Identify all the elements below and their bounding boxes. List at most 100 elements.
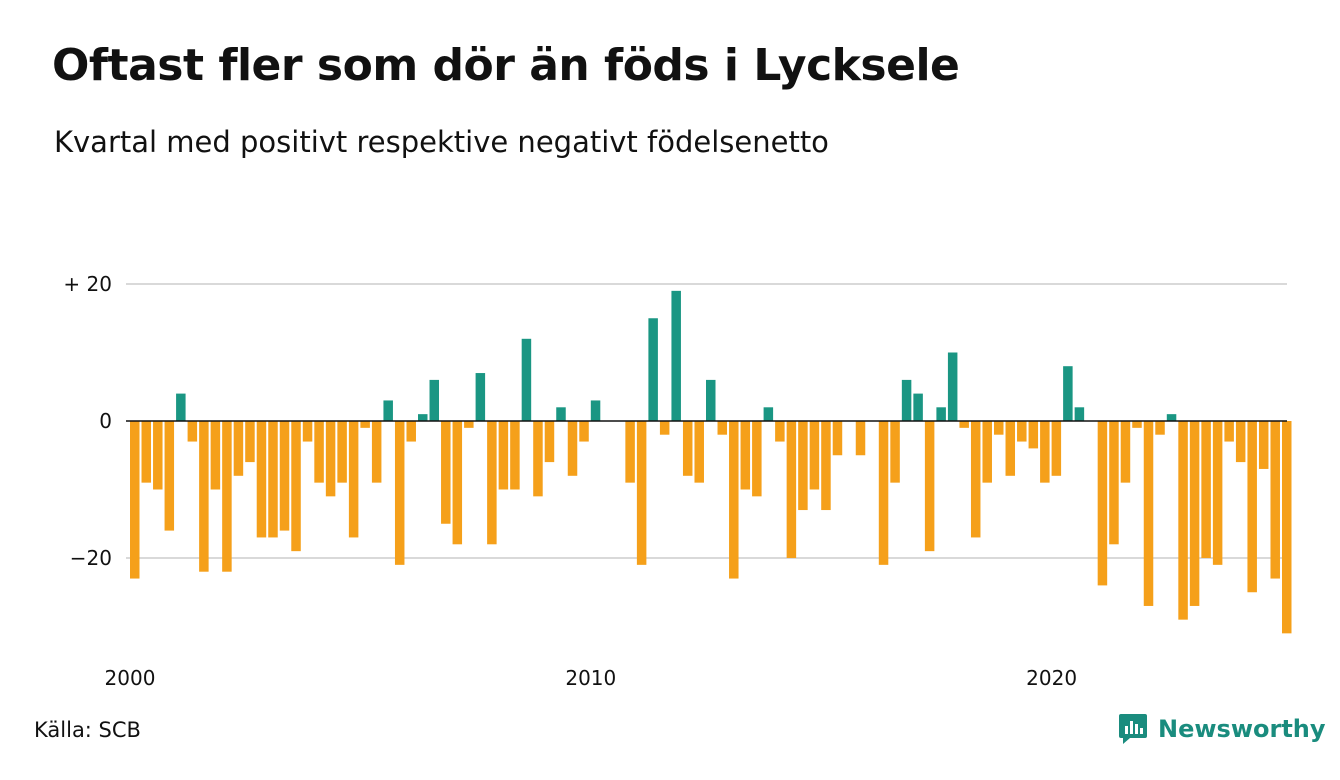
x-tick-label: 2020: [1026, 666, 1077, 690]
bar-negative: [740, 421, 751, 490]
bar-negative: [337, 421, 347, 483]
bar-negative: [1028, 421, 1039, 449]
bar-negative: [636, 421, 647, 565]
bar-negative: [832, 421, 843, 456]
bar-negative: [775, 421, 785, 442]
bar-negative: [890, 421, 900, 483]
bar-negative: [567, 421, 578, 476]
brand-logo: Newsworthy: [1118, 712, 1326, 746]
bar-positive: [429, 379, 440, 421]
bar-negative: [130, 421, 140, 579]
bar-positive: [913, 393, 923, 421]
brand-name: Newsworthy: [1158, 715, 1326, 743]
bar-positive: [176, 393, 186, 421]
bar-negative: [924, 421, 935, 552]
bar-negative: [694, 421, 704, 483]
bar-positive: [763, 407, 774, 421]
bar-negative: [982, 421, 992, 483]
bar-positive: [475, 373, 486, 421]
bar-negative: [302, 421, 313, 442]
bar-positive: [648, 318, 658, 421]
bar-negative: [798, 421, 808, 511]
source-note: Källa: SCB: [34, 718, 141, 742]
bar-negative: [464, 421, 474, 428]
bar-chart: + 20 0 −20 2000 2010 2020: [63, 272, 1292, 690]
bar-negative: [1178, 421, 1188, 620]
bar-negative: [1201, 421, 1211, 558]
bar-positive: [383, 400, 393, 421]
bar-negative: [325, 421, 336, 497]
bar-negative: [164, 421, 175, 531]
bar-negative: [1051, 421, 1062, 476]
bar-negative: [1258, 421, 1269, 469]
chart-title: Oftast fler som dör än föds i Lycksele: [52, 40, 960, 91]
bar-negative: [970, 421, 981, 538]
bar-negative: [994, 421, 1004, 435]
bar-negative: [487, 421, 497, 545]
bar-negative: [245, 421, 255, 463]
newsworthy-logo-icon: [1118, 712, 1148, 746]
bar-negative: [855, 421, 866, 456]
bar-negative: [1270, 421, 1280, 579]
bar-negative: [1247, 421, 1257, 593]
bar-negative: [786, 421, 797, 558]
bar-negative: [682, 421, 693, 476]
bar-negative: [1155, 421, 1165, 435]
bar-positive: [706, 379, 716, 421]
y-tick-label: + 20: [63, 272, 112, 296]
bar-negative: [878, 421, 889, 565]
bar-negative: [625, 421, 635, 483]
bar-negative: [1120, 421, 1131, 483]
bar-negative: [141, 421, 152, 483]
bar-positive: [1063, 366, 1073, 421]
bar-negative: [348, 421, 359, 538]
bar-negative: [452, 421, 463, 545]
bar-negative: [187, 421, 198, 442]
bar-negative: [659, 421, 670, 435]
bar-negative: [821, 421, 831, 511]
bar-positive: [947, 352, 958, 421]
bar-negative: [233, 421, 244, 476]
bar-positive: [936, 407, 946, 421]
bars: [130, 290, 1292, 634]
bar-negative: [441, 421, 451, 524]
bar-negative: [1212, 421, 1223, 565]
x-tick-label: 2000: [105, 666, 156, 690]
bar-negative: [544, 421, 555, 463]
bar-negative: [1005, 421, 1016, 476]
bar-negative: [210, 421, 221, 490]
axes: + 20 0 −20 2000 2010 2020: [63, 272, 1287, 690]
bar-positive: [590, 400, 601, 421]
gridlines: [126, 283, 1287, 559]
bar-negative: [579, 421, 589, 442]
bar-negative: [1040, 421, 1050, 483]
bar-positive: [671, 290, 681, 421]
bar-positive: [521, 338, 532, 421]
bar-negative: [752, 421, 762, 497]
bar-negative: [959, 421, 969, 428]
bar-negative: [1017, 421, 1027, 442]
bar-negative: [729, 421, 739, 579]
x-tick-label: 2010: [565, 666, 616, 690]
bar-negative: [1189, 421, 1200, 606]
bar-negative: [510, 421, 520, 490]
bar-negative: [291, 421, 301, 552]
chart-subtitle: Kvartal med positivt respektive negativt…: [54, 125, 829, 159]
bar-negative: [314, 421, 324, 483]
bar-positive: [1074, 407, 1085, 421]
bar-negative: [256, 421, 267, 538]
y-tick-label: 0: [99, 409, 112, 433]
bar-negative: [360, 421, 370, 428]
bar-positive: [418, 414, 428, 421]
bar-negative: [1109, 421, 1119, 545]
bar-negative: [199, 421, 209, 572]
bar-negative: [533, 421, 543, 497]
bar-negative: [268, 421, 278, 538]
bar-negative: [498, 421, 509, 490]
bar-negative: [406, 421, 416, 442]
bar-negative: [1143, 421, 1154, 606]
bar-negative: [1132, 421, 1142, 428]
bar-positive: [901, 379, 912, 421]
bar-negative: [153, 421, 163, 490]
bar-negative: [809, 421, 820, 490]
